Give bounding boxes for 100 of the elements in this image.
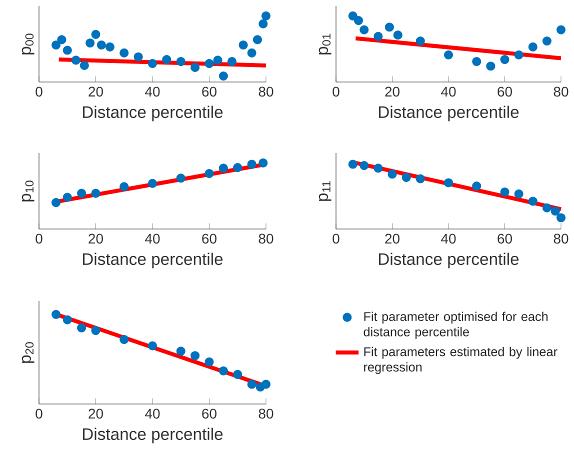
point: [258, 19, 268, 28]
x-tick-label: 60: [202, 408, 216, 419]
point: [204, 168, 214, 178]
point: [354, 16, 364, 26]
point: [514, 50, 524, 60]
point: [402, 172, 411, 182]
x-tick-label: 20: [88, 234, 103, 244]
point: [148, 178, 158, 188]
point: [213, 56, 222, 65]
point: [96, 40, 106, 50]
point: [261, 11, 271, 20]
point: [348, 160, 358, 169]
point: [77, 323, 86, 332]
y-axis-title: p$_{10}$: [22, 180, 34, 202]
point: [252, 35, 262, 44]
x-tick-label: 20: [385, 86, 400, 97]
point: [444, 50, 454, 60]
point: [393, 30, 402, 40]
x-tick-label: 20: [385, 234, 400, 244]
point: [233, 163, 242, 172]
x-tick-label: 80: [258, 234, 274, 244]
point: [550, 206, 560, 216]
y-axis-title: p$_{01}$: [318, 34, 332, 54]
point: [528, 196, 538, 206]
point: [80, 60, 89, 70]
x-tick-label: 40: [145, 234, 160, 244]
point: [120, 334, 129, 344]
point: [105, 42, 114, 52]
point: [416, 36, 425, 46]
point: [176, 56, 186, 66]
point: [91, 326, 100, 336]
point: [57, 35, 66, 44]
x-tick-label: 20: [88, 408, 103, 419]
x-tick-label: 60: [202, 234, 216, 244]
x-tick-label: 0: [36, 86, 42, 97]
point: [162, 54, 172, 64]
point: [176, 346, 186, 356]
x-tick-label: 80: [258, 408, 274, 419]
x-tick-label: 40: [145, 408, 160, 419]
x-tick-label: 80: [554, 86, 568, 97]
point: [542, 203, 552, 212]
point: [258, 158, 268, 168]
point: [374, 32, 383, 41]
point: [71, 56, 80, 65]
x-tick-label: 80: [554, 234, 568, 244]
point: [500, 187, 510, 197]
point: [247, 380, 256, 389]
x-tick-label: 60: [498, 234, 512, 244]
point: [120, 48, 129, 58]
point: [500, 54, 510, 64]
point: [360, 25, 369, 34]
point: [204, 357, 214, 366]
x-tick-label: 60: [498, 86, 512, 97]
x-tick-label: 40: [441, 234, 456, 244]
legend-label: Fit parameter optimised for each distance percentile: [364, 312, 548, 339]
point: [388, 170, 397, 179]
point: [416, 174, 425, 184]
point: [51, 198, 61, 208]
point: [204, 58, 214, 68]
point: [86, 38, 95, 48]
point: [233, 370, 242, 379]
point: [444, 178, 454, 188]
y-axis-title: p$_{20}$: [22, 342, 34, 363]
x-axis-title: Distance percentile: [82, 106, 223, 122]
point: [62, 46, 72, 55]
point: [77, 188, 86, 198]
point: [247, 48, 256, 58]
x-tick-label: 40: [145, 86, 160, 97]
point: [514, 189, 524, 199]
point: [148, 58, 158, 68]
point: [238, 40, 248, 50]
point: [51, 40, 61, 50]
point: [190, 351, 200, 360]
point: [472, 182, 482, 191]
point: [91, 188, 100, 198]
y-axis-title: p$_{11}$: [318, 181, 332, 201]
y-axis-title: p$_{00}$: [22, 34, 34, 54]
point: [261, 380, 271, 389]
x-axis-title: Distance percentile: [82, 428, 223, 444]
point: [384, 22, 394, 32]
point: [218, 366, 228, 376]
point: [62, 192, 72, 202]
point: [190, 62, 200, 72]
point: [528, 42, 538, 52]
point: [176, 174, 186, 183]
point: [148, 341, 158, 350]
point: [360, 161, 369, 170]
x-axis-title: Distance percentile: [378, 106, 519, 122]
point: [374, 164, 383, 173]
point: [542, 36, 552, 46]
x-axis-title: Distance percentile: [82, 252, 223, 268]
point: [218, 164, 228, 173]
x-axis-title: Distance percentile: [378, 252, 519, 268]
point: [62, 315, 72, 324]
point: [247, 160, 256, 169]
x-tick-label: 60: [202, 86, 216, 97]
point: [134, 52, 143, 62]
x-tick-label: 0: [36, 408, 42, 419]
point: [218, 72, 228, 81]
x-tick-label: 20: [88, 86, 103, 97]
